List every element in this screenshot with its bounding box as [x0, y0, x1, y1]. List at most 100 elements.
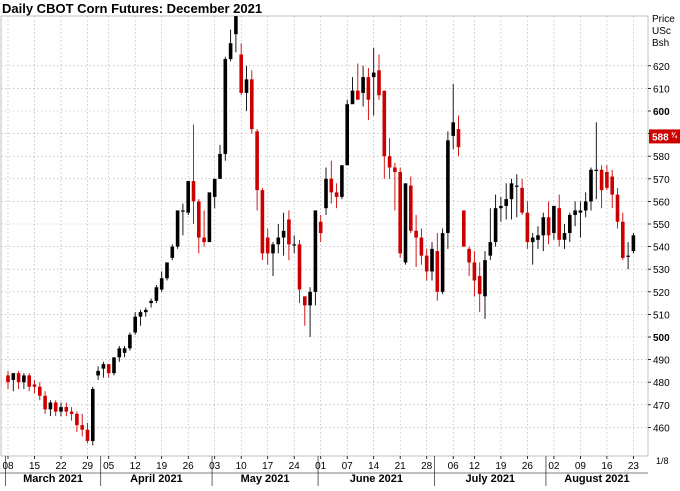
candle-body [599, 169, 604, 191]
candle [557, 194, 561, 247]
candle-body [191, 181, 196, 202]
candle-body [22, 375, 26, 383]
candle-body [340, 165, 344, 197]
candle [345, 99, 349, 166]
candle-body [101, 364, 106, 369]
candle-body [573, 210, 577, 215]
price-tick-label: 480 [653, 378, 670, 389]
candle [202, 210, 206, 247]
candle [493, 194, 498, 247]
price-tick-label: 560 [653, 197, 670, 208]
candle-body [96, 370, 100, 376]
candle-body [329, 178, 334, 193]
price-tick-label: 510 [653, 310, 670, 321]
candle-body [239, 54, 243, 93]
candle-body [271, 244, 275, 254]
candle [546, 201, 551, 245]
candle-body [419, 237, 424, 256]
candle [318, 214, 323, 243]
candle [324, 167, 328, 215]
candle-body [589, 169, 593, 202]
candle [197, 199, 201, 254]
candle [578, 201, 583, 238]
candle [48, 400, 53, 417]
price-tick-label: 490 [653, 356, 670, 367]
candle [621, 212, 625, 261]
candle-body [334, 192, 339, 197]
candle-body [6, 375, 10, 383]
candle-body [255, 131, 259, 191]
candle-body [287, 219, 291, 245]
candle-body [557, 208, 561, 240]
candle [287, 210, 291, 261]
candle-body [138, 312, 143, 317]
candle-body [159, 278, 164, 290]
candle-body [318, 221, 323, 234]
candle [175, 210, 180, 249]
candle-body [594, 169, 599, 171]
candle-body [424, 255, 429, 272]
candle-body [440, 233, 445, 292]
candle [393, 162, 397, 211]
candle [409, 176, 413, 234]
candle [43, 391, 47, 414]
candle [472, 251, 477, 297]
candle-body [223, 59, 228, 154]
date-tick-label: 16 [601, 461, 613, 472]
candle [403, 183, 408, 265]
candle [361, 65, 365, 107]
candle [446, 131, 450, 249]
candle [552, 205, 556, 240]
date-tick-label: 01 [315, 461, 327, 472]
candle [122, 346, 127, 358]
candle [462, 210, 466, 247]
date-tick-label: 26 [183, 461, 195, 472]
candle-body [377, 70, 381, 96]
candle-body [16, 373, 21, 383]
price-tick-label: 570 [653, 175, 670, 186]
candle-body [387, 156, 392, 168]
candle-body [308, 291, 312, 306]
candle [340, 165, 344, 200]
candle [366, 68, 371, 121]
candle-body [430, 248, 434, 272]
candle-body [212, 178, 217, 197]
date-tick-label: 15 [29, 461, 41, 472]
candle-body [446, 140, 450, 234]
month-label: May 2021 [241, 473, 290, 485]
candle-body [345, 104, 349, 166]
candle-body [303, 296, 307, 306]
candle-body [170, 246, 175, 258]
candle [149, 298, 153, 308]
candle-body [313, 210, 318, 292]
candle-body [361, 77, 365, 93]
date-tick-label: 03 [209, 461, 221, 472]
candle [308, 287, 312, 337]
candle [430, 242, 434, 281]
candle [154, 285, 159, 304]
date-tick-label: 19 [495, 461, 507, 472]
candle [568, 212, 572, 243]
candle [64, 402, 69, 417]
price-tick-label: 580 [653, 152, 670, 163]
candle [303, 296, 307, 326]
candle-body [350, 90, 355, 105]
candle [435, 233, 440, 301]
candle [573, 201, 577, 227]
candle-body [228, 43, 233, 60]
candle [281, 212, 286, 256]
candle-body [181, 210, 185, 212]
candle-body [615, 194, 620, 222]
date-tick-label: 29 [82, 461, 94, 472]
candle [85, 422, 90, 444]
price-axis-label-line-3: Bsh [652, 38, 669, 49]
candle [377, 54, 381, 100]
price-tick-label: 620 [653, 62, 670, 73]
candle [292, 235, 296, 254]
candle [610, 169, 614, 209]
candle-body [154, 287, 159, 301]
candle [371, 47, 376, 116]
price-axis-label-line-1: Price [652, 14, 675, 25]
candle [133, 312, 137, 335]
